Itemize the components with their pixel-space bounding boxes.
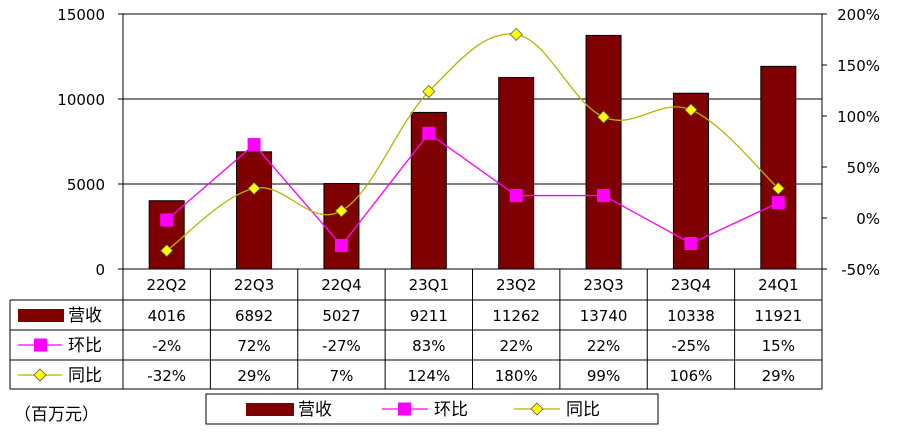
table-cell: 11262 <box>492 307 540 325</box>
legend-label: 同比 <box>566 400 600 420</box>
table-cell: 10338 <box>667 307 715 325</box>
revenue-bar <box>148 200 185 270</box>
table-cell: 124% <box>407 367 450 385</box>
qoq-point <box>160 213 174 227</box>
right-tick-label: 100% <box>837 108 880 126</box>
right-tick-label: 0% <box>856 210 880 228</box>
table-cell: 11921 <box>754 307 802 325</box>
table-cell: 180% <box>495 367 538 385</box>
qoq-point <box>597 189 611 203</box>
qoq-point <box>509 189 523 203</box>
yoy-line <box>166 33 779 252</box>
category-label: 22Q2 <box>146 276 186 294</box>
right-tick-label: -50% <box>841 261 880 279</box>
table-cell: 15% <box>762 337 795 355</box>
table-cell: 9211 <box>410 307 448 325</box>
table-cell: 22% <box>587 337 620 355</box>
qoq-point <box>247 138 261 152</box>
category-label: 23Q3 <box>583 276 623 294</box>
legend-marker <box>398 402 411 416</box>
revenue-bar <box>760 65 797 270</box>
table-cell: 72% <box>237 337 270 355</box>
legend-label: 营收 <box>298 400 332 420</box>
legend-swatch <box>246 403 294 416</box>
left-tick-label: 15000 <box>57 6 105 24</box>
right-tick-label: 200% <box>837 6 880 24</box>
table-cell: -32% <box>147 367 186 385</box>
table-cell: 6892 <box>235 307 273 325</box>
category-label: 24Q1 <box>758 276 798 294</box>
qoq-point <box>684 237 698 250</box>
gridlines <box>123 13 822 185</box>
yoy-point <box>771 181 785 195</box>
table-key-marker <box>34 338 47 352</box>
revenue-bar <box>323 183 360 270</box>
table-row-header: 环比 <box>68 336 102 356</box>
qoq-line <box>166 132 779 247</box>
table-cell: -2% <box>152 337 181 355</box>
data-table: 22Q2 22Q3 22Q4 23Q1 23Q2 23Q3 23Q4 24Q1 营收 4016 68… <box>9 269 823 390</box>
table-cell: 22% <box>500 337 533 355</box>
revenue-bars <box>148 34 797 270</box>
table-key-bar <box>18 309 64 322</box>
table-cell: 4016 <box>148 307 186 325</box>
category-label: 23Q2 <box>496 276 536 294</box>
table-cell: 5027 <box>322 307 360 325</box>
table-cell: 7% <box>330 367 354 385</box>
category-label: 23Q4 <box>671 276 711 294</box>
table-cell: 29% <box>237 367 270 385</box>
table-cell: 83% <box>412 337 445 355</box>
qoq-point <box>771 196 785 210</box>
legend-marker <box>530 402 544 416</box>
table-row-header: 同比 <box>68 366 102 386</box>
yoy-point <box>422 84 436 99</box>
right-tick-label: 50% <box>847 159 880 177</box>
left-tick-label: 0 <box>95 261 105 279</box>
left-tick-label: 5000 <box>67 176 105 194</box>
yoy-point <box>509 27 523 41</box>
table-cell: 29% <box>762 367 795 385</box>
qoq-point <box>422 126 436 140</box>
table-cell: 99% <box>587 367 620 385</box>
legend-label: 环比 <box>434 400 468 420</box>
unit-note: （百万元） <box>14 405 99 425</box>
table-row-header: 营收 <box>68 306 102 326</box>
right-tick-label: 150% <box>837 57 880 75</box>
table-cell: -25% <box>672 337 711 355</box>
category-label: 22Q4 <box>321 276 361 294</box>
qoq-point <box>334 239 348 253</box>
yoy-point <box>160 244 174 258</box>
ratio-lines <box>160 27 785 258</box>
yoy-point <box>596 110 611 124</box>
table-cell: -27% <box>322 337 361 355</box>
table-cell: 106% <box>669 367 712 385</box>
legend: 营收 环比 同比 <box>205 393 659 425</box>
yoy-point <box>247 181 261 195</box>
category-label: 23Q1 <box>409 276 449 294</box>
revenue-bar <box>498 77 535 270</box>
revenue-bar <box>236 151 273 270</box>
left-tick-label: 10000 <box>57 91 105 109</box>
revenue-bar <box>585 34 622 270</box>
axes: 0 5000 10000 15000 -50% 0% 50% 100% 150% 200% <box>57 6 880 279</box>
yoy-point <box>684 103 698 117</box>
table-key-marker <box>33 368 47 382</box>
category-label: 22Q3 <box>234 276 274 294</box>
yoy-point <box>334 204 349 218</box>
table-cell: 13740 <box>580 307 628 325</box>
